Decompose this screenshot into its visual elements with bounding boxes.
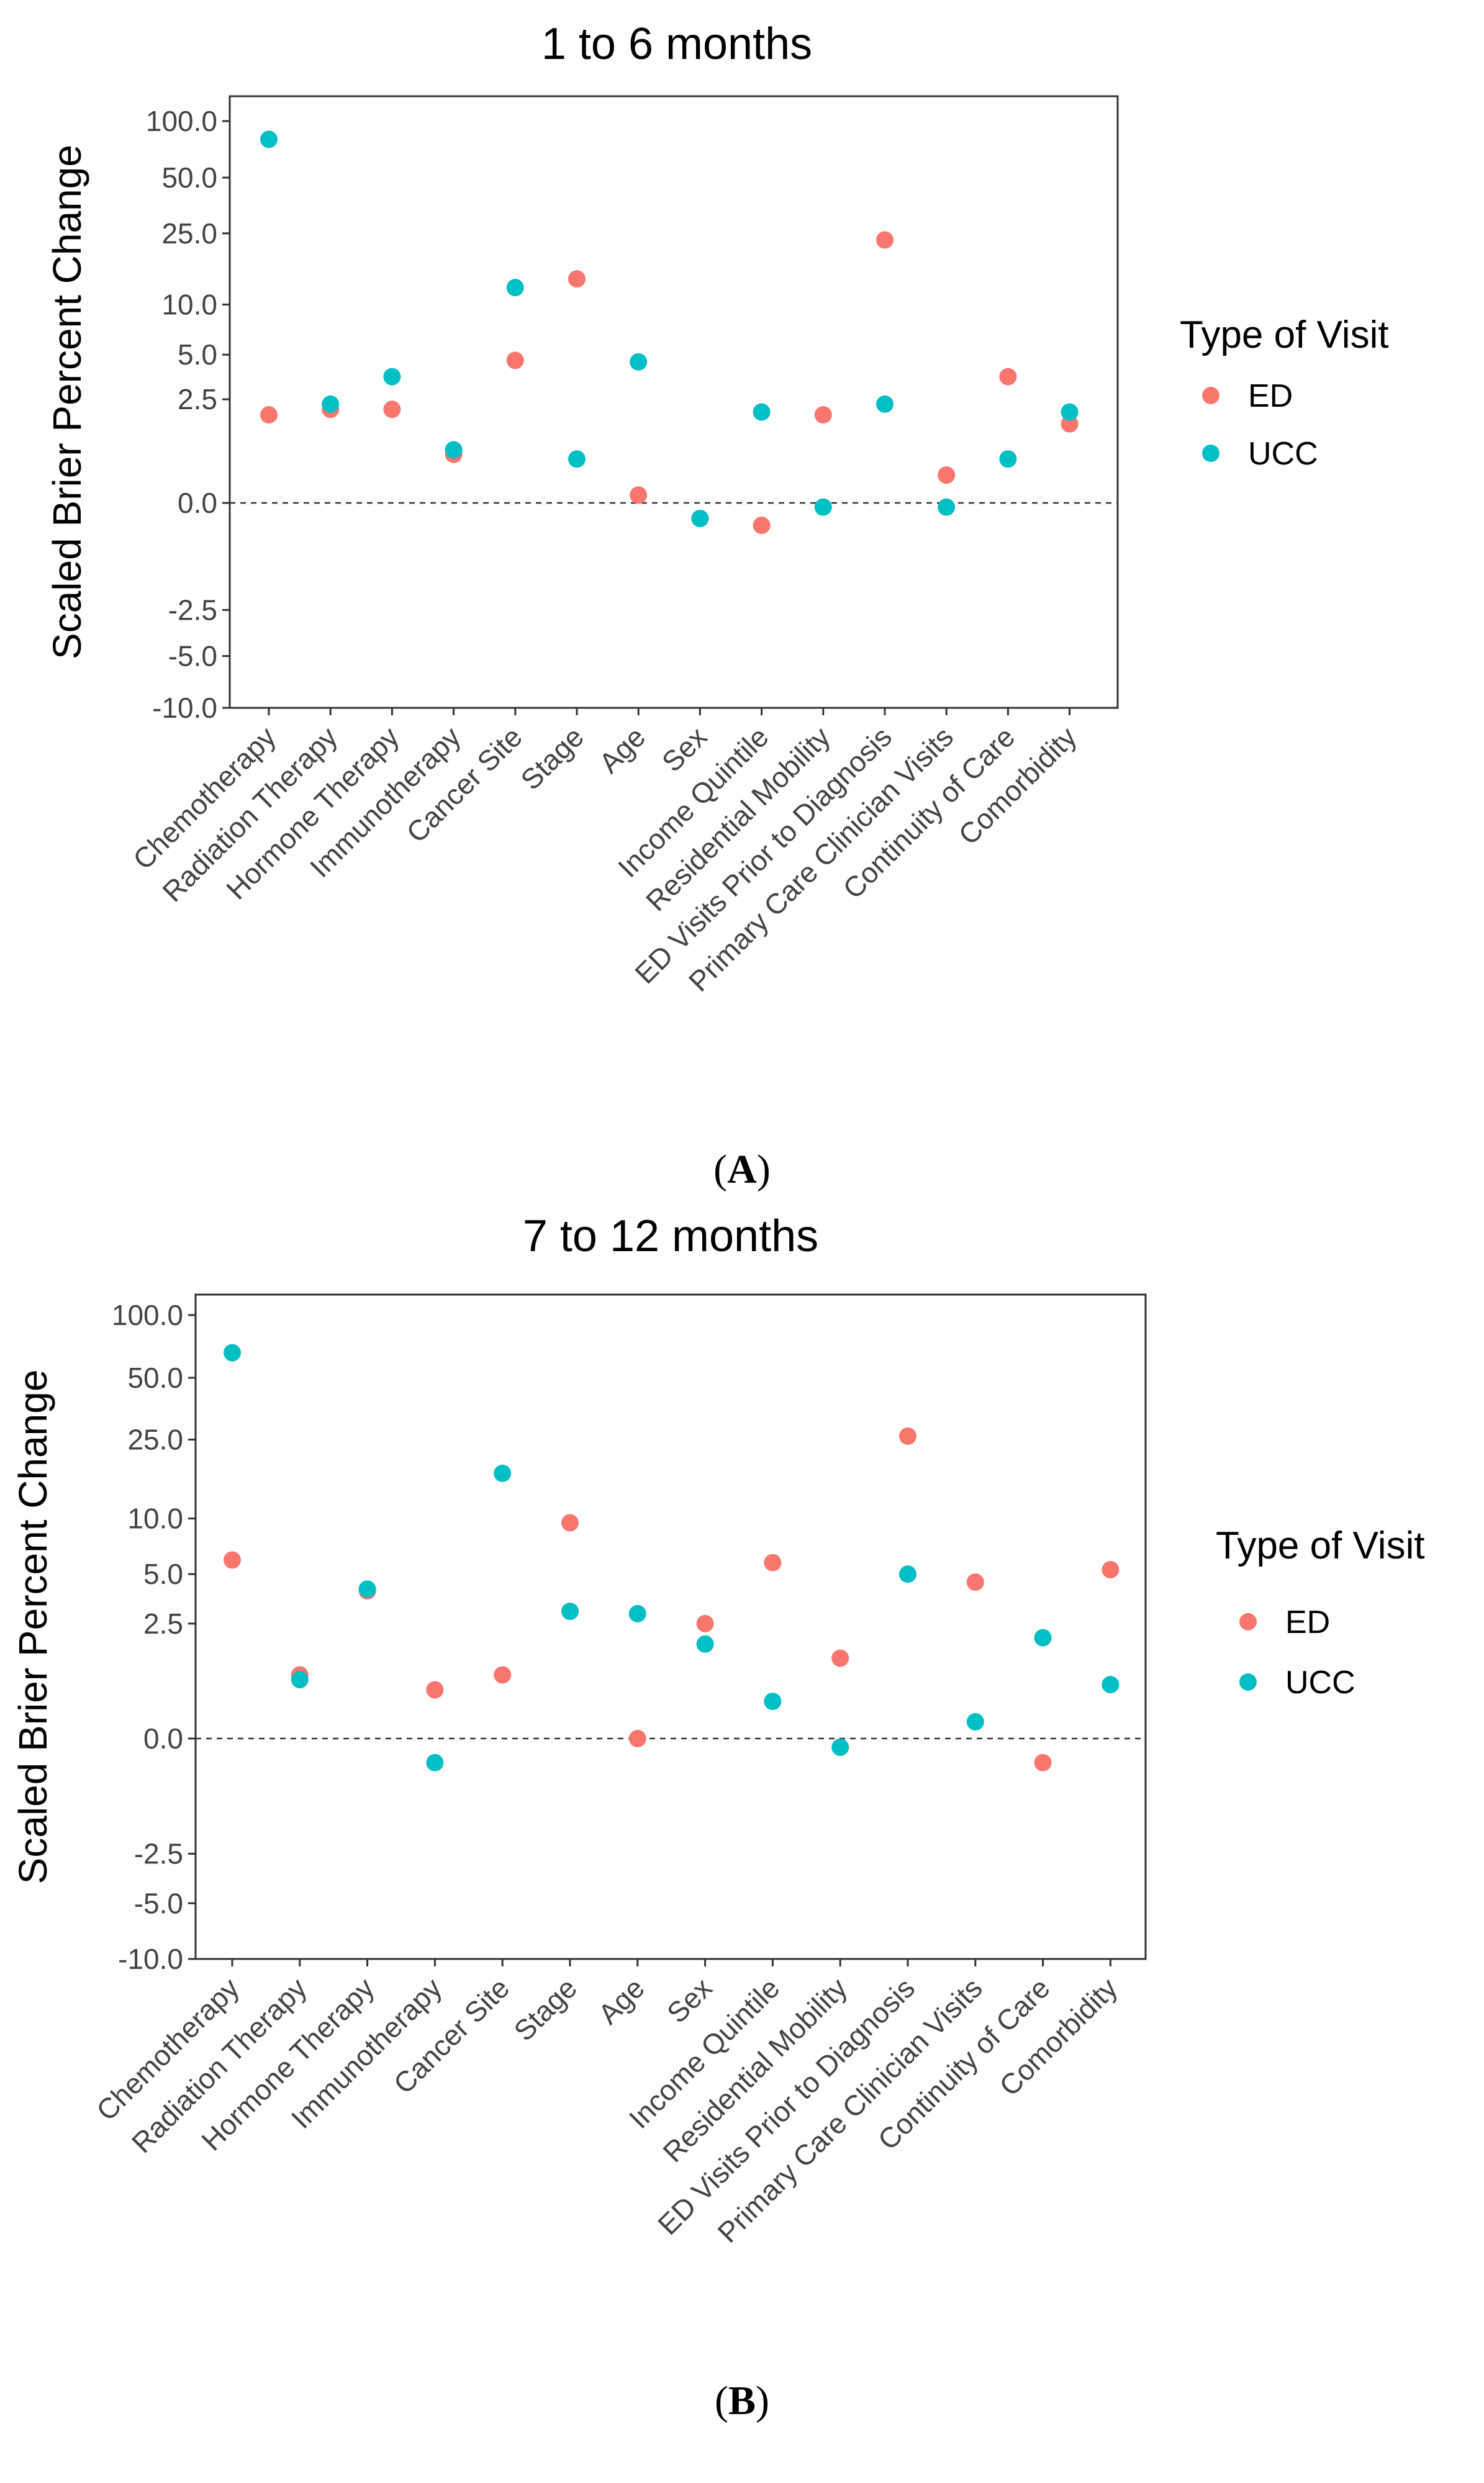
point-ed	[561, 1514, 579, 1532]
x-tick-label: Sex	[661, 1971, 718, 2029]
point-ed	[1034, 1753, 1052, 1771]
x-tick-label: Stage	[507, 1971, 583, 2047]
point-ucc	[1061, 403, 1079, 421]
y-tick-label: 25.0	[127, 1424, 183, 1456]
point-ucc	[1102, 1676, 1120, 1694]
point-ucc	[753, 403, 771, 421]
legend-title: Type of Visit	[1180, 314, 1389, 356]
point-ed	[506, 351, 524, 369]
chart-title: 7 to 12 months	[523, 1211, 818, 1261]
point-ed	[224, 1551, 241, 1569]
point-ed	[628, 1730, 646, 1747]
legend-label-ucc: UCC	[1285, 1665, 1355, 1701]
point-ucc	[224, 1344, 241, 1362]
point-ucc	[383, 368, 401, 386]
x-tick-label: Age	[593, 720, 652, 779]
point-ed	[814, 406, 832, 424]
point-ed	[630, 486, 648, 504]
plot-frame	[194, 1293, 1147, 1960]
y-tick-label: -2.5	[134, 1837, 183, 1870]
point-ucc	[899, 1565, 916, 1583]
legend-title: Type of Visit	[1216, 1524, 1425, 1567]
point-ucc	[426, 1753, 444, 1771]
panel-letter: A	[727, 1147, 757, 1192]
point-ucc	[568, 450, 586, 468]
point-ucc	[630, 353, 648, 371]
point-ed	[383, 400, 401, 418]
chart-title: 1 to 6 months	[541, 19, 812, 69]
y-tick-label: 0.0	[143, 1722, 183, 1755]
y-tick-label: 100.0	[146, 105, 217, 137]
panel-label: (A)	[713, 1147, 771, 1192]
y-tick-label: 5.0	[178, 338, 217, 371]
point-ed	[966, 1573, 984, 1591]
point-ed	[1102, 1561, 1120, 1579]
point-ucc	[561, 1603, 579, 1621]
point-ucc	[628, 1604, 646, 1622]
point-ed	[753, 517, 771, 535]
legend-key-ed	[1202, 387, 1219, 404]
point-ucc	[831, 1739, 849, 1757]
point-ed	[831, 1649, 849, 1667]
point-ed	[899, 1427, 916, 1445]
point-ucc	[506, 279, 524, 297]
x-tick-label: Age	[592, 1971, 651, 2030]
y-tick-label: 100.0	[112, 1299, 183, 1331]
y-tick-label: 5.0	[143, 1558, 183, 1590]
y-tick-label: 2.5	[178, 383, 217, 415]
y-tick-label: -10.0	[152, 692, 217, 724]
point-ucc	[322, 395, 340, 413]
panel-b: 7 to 12 months Scaled Brier Percent Chang…	[11, 1211, 1425, 2423]
point-ucc	[691, 510, 709, 528]
y-tick-label: 0.0	[178, 487, 217, 519]
point-ucc	[445, 441, 463, 459]
y-tick-label: 25.0	[161, 217, 217, 250]
legend-key-ucc	[1202, 445, 1219, 462]
point-ucc	[764, 1693, 782, 1711]
point-ed	[494, 1666, 512, 1684]
y-tick-label: -5.0	[168, 640, 217, 672]
legend-label-ed: ED	[1285, 1604, 1330, 1640]
point-ucc	[291, 1671, 309, 1689]
point-ed	[696, 1614, 714, 1632]
y-tick-label: -2.5	[168, 594, 217, 626]
y-tick-label: 50.0	[161, 161, 217, 194]
y-tick-label: 10.0	[161, 288, 217, 320]
y-tick-label: -5.0	[134, 1887, 183, 1919]
y-tick-label: 2.5	[143, 1608, 183, 1640]
point-ucc	[696, 1635, 714, 1653]
y-axis-label: Scaled Brier Percent Change	[45, 145, 89, 659]
point-ucc	[999, 450, 1017, 468]
point-ucc	[358, 1580, 376, 1598]
point-ucc	[1034, 1629, 1052, 1647]
legend-key-ed	[1239, 1613, 1257, 1630]
point-ed	[876, 231, 894, 249]
point-ed	[938, 466, 956, 484]
legend-label-ucc: UCC	[1248, 436, 1318, 472]
point-ed	[764, 1554, 782, 1572]
panel-a: 1 to 6 months Scaled Brier Percent Change…	[45, 19, 1389, 1192]
legend-key-ucc	[1239, 1673, 1257, 1691]
point-ucc	[938, 498, 956, 516]
point-ed	[568, 270, 586, 288]
panel-label: (B)	[715, 2378, 769, 2423]
y-axis-label: Scaled Brier Percent Change	[11, 1370, 55, 1884]
x-tick-label: Stage	[514, 720, 590, 796]
legend-label-ed: ED	[1248, 378, 1293, 414]
point-ucc	[876, 395, 894, 413]
point-ed	[260, 406, 278, 424]
point-ed	[999, 368, 1017, 386]
point-ucc	[494, 1464, 512, 1482]
panel-letter: B	[728, 2378, 756, 2423]
y-tick-label: -10.0	[118, 1943, 183, 1975]
point-ucc	[814, 498, 832, 516]
plot-frame	[228, 95, 1119, 709]
point-ed	[426, 1681, 444, 1699]
point-ucc	[260, 130, 278, 148]
y-tick-label: 10.0	[127, 1503, 183, 1535]
y-tick-label: 50.0	[127, 1362, 183, 1394]
point-ucc	[966, 1713, 984, 1731]
